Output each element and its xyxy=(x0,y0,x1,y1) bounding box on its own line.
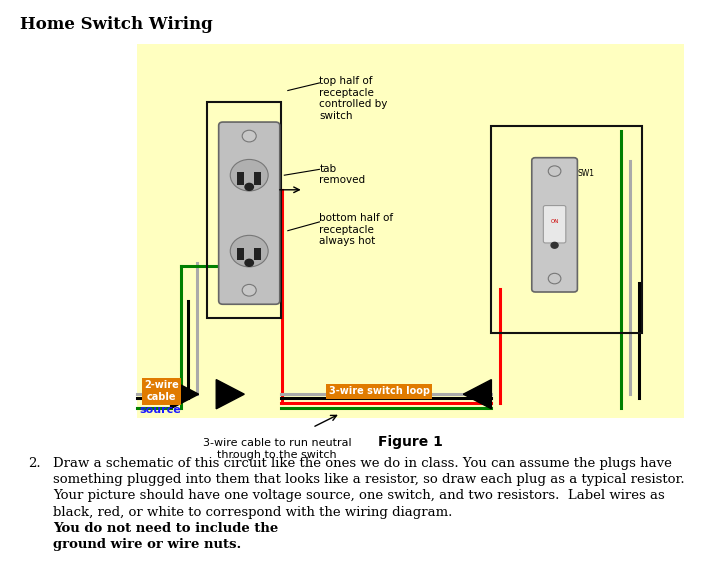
Text: bottom half of
receptacle
always hot: bottom half of receptacle always hot xyxy=(319,213,394,246)
Text: Draw a schematic of this circuit like the ones we do in class. You can assume th: Draw a schematic of this circuit like th… xyxy=(53,457,672,470)
Text: top half of
receptacle
controlled by
switch: top half of receptacle controlled by swi… xyxy=(319,76,388,121)
FancyBboxPatch shape xyxy=(137,44,684,418)
Circle shape xyxy=(551,242,558,248)
Text: 3-wire switch loop: 3-wire switch loop xyxy=(329,386,430,397)
FancyBboxPatch shape xyxy=(237,172,244,185)
Text: Figure 1: Figure 1 xyxy=(378,435,443,449)
Circle shape xyxy=(242,284,256,296)
Text: Your picture should have one voltage source, one switch, and two resistors.  Lab: Your picture should have one voltage sou… xyxy=(53,489,664,502)
Polygon shape xyxy=(216,380,244,409)
Circle shape xyxy=(548,166,561,176)
Text: black, red, or white to correspond with the wiring diagram.: black, red, or white to correspond with … xyxy=(53,506,456,519)
FancyBboxPatch shape xyxy=(237,248,244,260)
Text: source: source xyxy=(139,405,181,415)
Polygon shape xyxy=(463,380,491,409)
FancyBboxPatch shape xyxy=(254,248,261,260)
Text: something plugged into them that looks like a resistor, so draw each plug as a t: something plugged into them that looks l… xyxy=(53,473,684,486)
Text: Home Switch Wiring: Home Switch Wiring xyxy=(20,16,213,33)
Text: ON: ON xyxy=(550,220,559,224)
Circle shape xyxy=(230,235,268,267)
Text: 2.: 2. xyxy=(28,457,41,470)
FancyBboxPatch shape xyxy=(543,206,566,243)
FancyBboxPatch shape xyxy=(532,158,577,292)
FancyBboxPatch shape xyxy=(254,172,261,185)
Text: ground wire or wire nuts.: ground wire or wire nuts. xyxy=(53,538,241,551)
Text: 2-wire
cable: 2-wire cable xyxy=(144,381,179,402)
Text: tab
removed: tab removed xyxy=(319,164,366,185)
Circle shape xyxy=(245,259,253,266)
Text: 3-wire cable to run neutral
through to the switch: 3-wire cable to run neutral through to t… xyxy=(203,438,352,460)
Circle shape xyxy=(230,159,268,191)
Text: You do not need to include the: You do not need to include the xyxy=(53,522,278,535)
FancyBboxPatch shape xyxy=(219,122,279,304)
Circle shape xyxy=(548,273,561,284)
Bar xyxy=(491,126,642,333)
Circle shape xyxy=(245,183,253,190)
Text: SW1: SW1 xyxy=(577,169,594,178)
Bar xyxy=(207,102,281,318)
Polygon shape xyxy=(171,380,199,409)
Circle shape xyxy=(242,130,256,142)
